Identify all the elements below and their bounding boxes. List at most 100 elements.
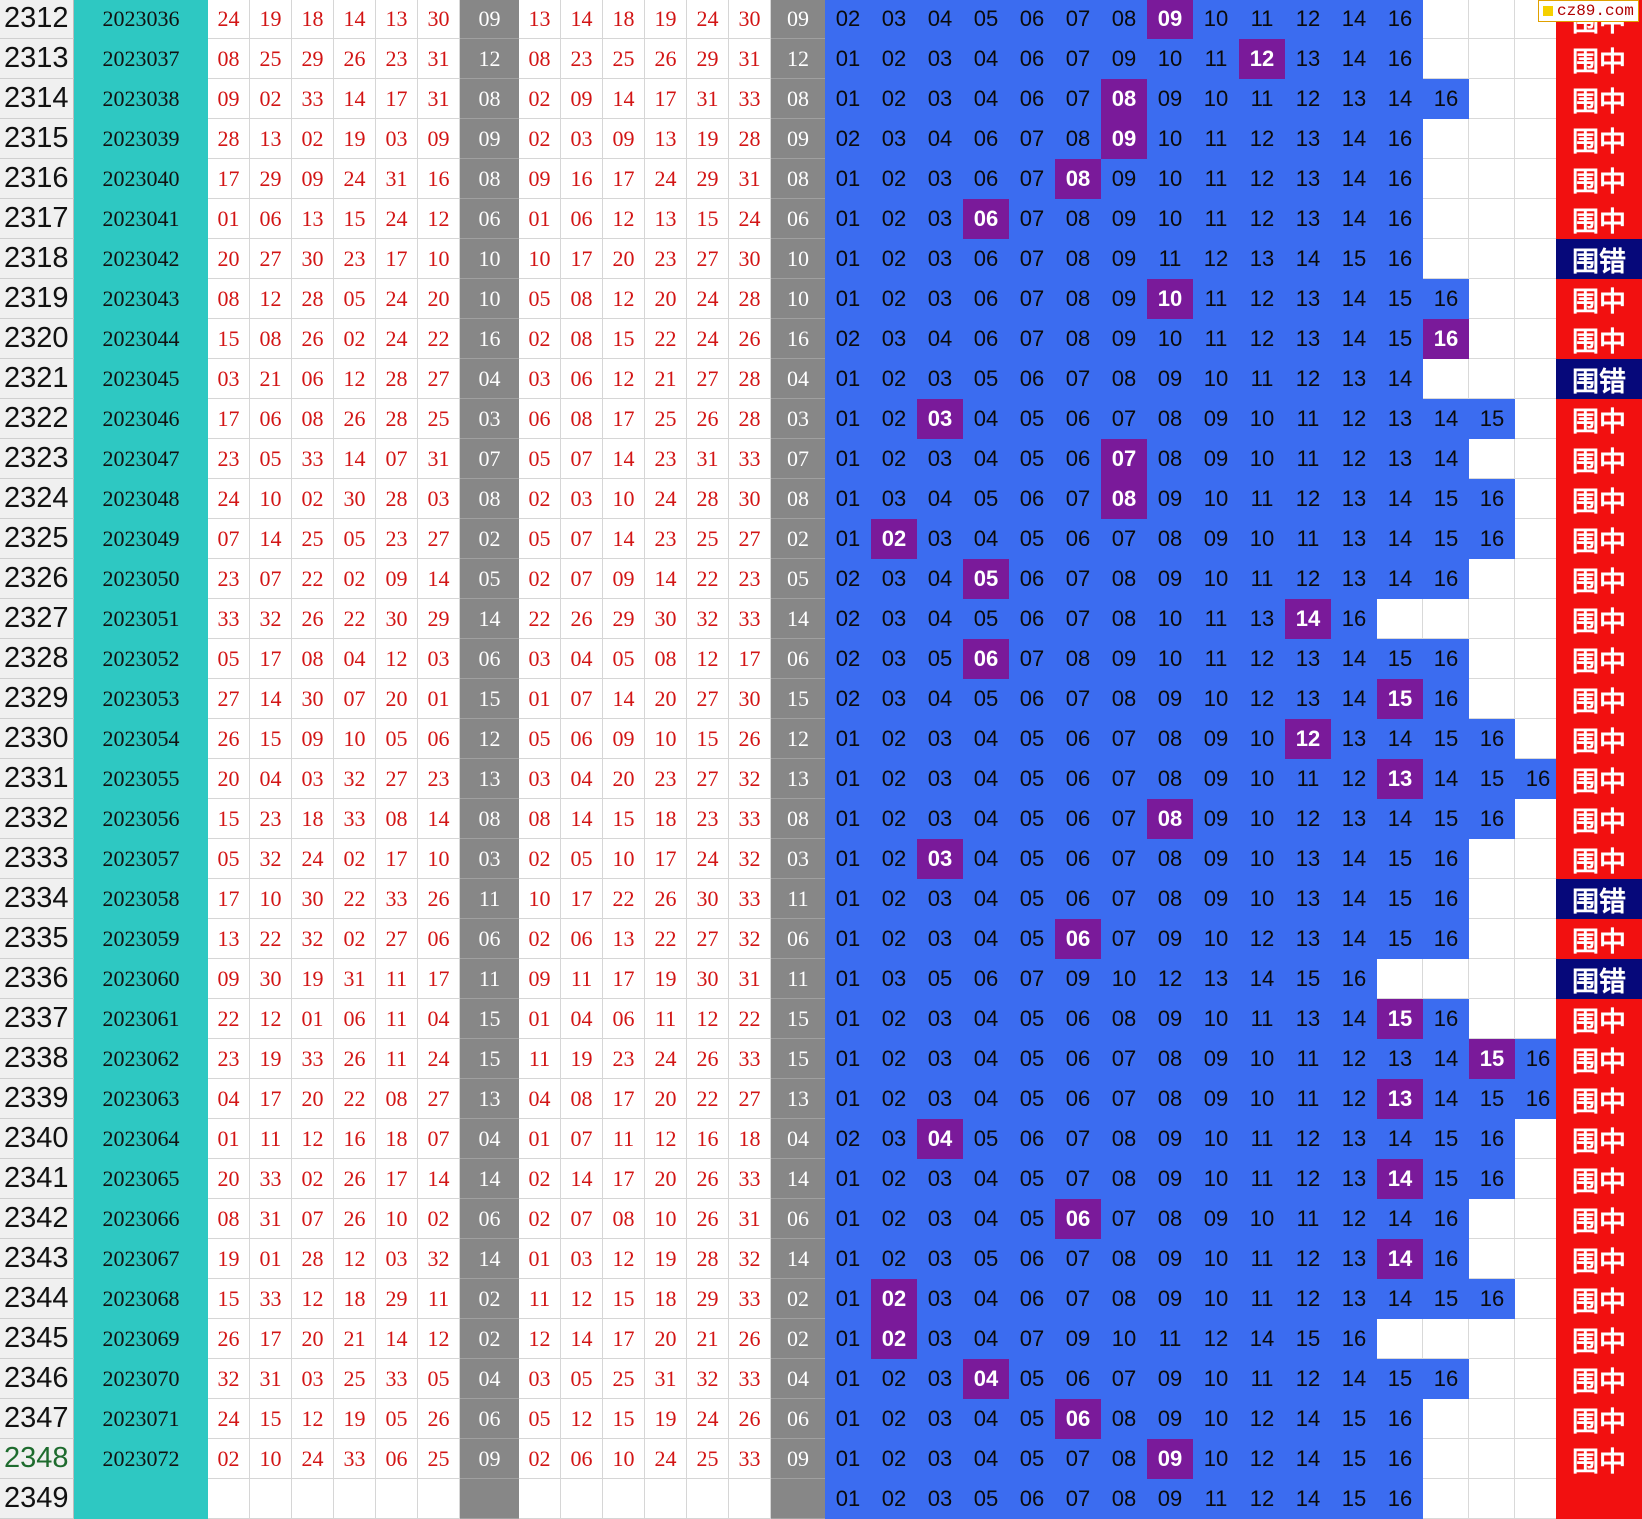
key-number-cell[interactable]: 13 <box>460 1079 519 1119</box>
draw-number-cell[interactable]: 08 <box>208 1199 250 1239</box>
candidate-number-cell[interactable]: 12 <box>1193 1319 1239 1359</box>
draw-number-cell[interactable]: 19 <box>334 119 376 159</box>
candidate-number-cell[interactable]: 12 <box>1239 639 1285 679</box>
result-badge[interactable]: 围中 <box>1556 639 1642 679</box>
result-badge[interactable]: 围中 <box>1556 839 1642 879</box>
candidate-number-cell[interactable]: 08 <box>1147 439 1193 479</box>
draw-number-cell[interactable]: 09 <box>376 559 418 599</box>
key-number-cell[interactable]: 03 <box>771 839 825 879</box>
key-number-cell[interactable]: 08 <box>460 159 519 199</box>
candidate-number-cell[interactable]: 03 <box>917 999 963 1039</box>
highlighted-number-cell[interactable]: 08 <box>1055 159 1101 199</box>
candidate-number-cell[interactable]: 06 <box>963 959 1009 999</box>
candidate-number-cell[interactable]: 08 <box>1055 639 1101 679</box>
sorted-number-cell[interactable]: 26 <box>687 1199 729 1239</box>
draw-number-cell[interactable]: 33 <box>250 1279 292 1319</box>
draw-number-cell[interactable]: 27 <box>208 679 250 719</box>
candidate-number-cell[interactable]: 04 <box>963 879 1009 919</box>
candidate-number-cell[interactable]: 08 <box>1147 719 1193 759</box>
draw-number-cell[interactable]: 19 <box>250 1039 292 1079</box>
candidate-number-cell[interactable]: 09 <box>1147 79 1193 119</box>
candidate-number-cell[interactable]: 10 <box>1193 999 1239 1039</box>
candidate-number-cell[interactable]: 02 <box>871 1079 917 1119</box>
candidate-number-cell[interactable]: 09 <box>1055 1319 1101 1359</box>
candidate-number-cell[interactable]: 01 <box>825 879 871 919</box>
candidate-number-cell[interactable]: 13 <box>1239 239 1285 279</box>
empty-cell[interactable] <box>1377 959 1423 999</box>
candidate-number-cell[interactable]: 13 <box>1331 1159 1377 1199</box>
key-number-cell[interactable]: 08 <box>771 799 825 839</box>
sorted-number-cell[interactable]: 12 <box>603 199 645 239</box>
candidate-number-cell[interactable]: 07 <box>1101 839 1147 879</box>
candidate-number-cell[interactable]: 14 <box>1331 679 1377 719</box>
draw-number-cell[interactable]: 02 <box>292 479 334 519</box>
draw-number-cell[interactable]: 30 <box>250 959 292 999</box>
issue-number-cell[interactable]: 2023059 <box>74 919 208 959</box>
draw-number-cell[interactable]: 12 <box>292 1279 334 1319</box>
candidate-number-cell[interactable]: 12 <box>1239 279 1285 319</box>
candidate-number-cell[interactable]: 15 <box>1423 1279 1469 1319</box>
candidate-number-cell[interactable]: 05 <box>1009 799 1055 839</box>
empty-cell[interactable] <box>1515 319 1561 359</box>
draw-number-cell[interactable]: 24 <box>292 1439 334 1479</box>
empty-cell[interactable] <box>1423 1399 1469 1439</box>
key-number-cell[interactable]: 10 <box>460 239 519 279</box>
draw-number-cell[interactable]: 30 <box>292 679 334 719</box>
draw-number-cell[interactable]: 20 <box>376 679 418 719</box>
candidate-number-cell[interactable]: 02 <box>825 559 871 599</box>
candidate-number-cell[interactable]: 07 <box>1101 1039 1147 1079</box>
sorted-number-cell[interactable]: 01 <box>519 999 561 1039</box>
candidate-number-cell[interactable]: 15 <box>1331 239 1377 279</box>
draw-number-cell[interactable]: 21 <box>250 359 292 399</box>
candidate-number-cell[interactable]: 02 <box>871 719 917 759</box>
candidate-number-cell[interactable]: 13 <box>1239 599 1285 639</box>
sorted-number-cell[interactable]: 32 <box>729 759 771 799</box>
candidate-number-cell[interactable]: 14 <box>1423 1039 1469 1079</box>
candidate-number-cell[interactable]: 05 <box>1009 1359 1055 1399</box>
candidate-number-cell[interactable]: 02 <box>825 599 871 639</box>
sorted-number-cell[interactable]: 08 <box>561 279 603 319</box>
key-number-cell[interactable]: 11 <box>460 879 519 919</box>
candidate-number-cell[interactable]: 10 <box>1193 1359 1239 1399</box>
draw-number-cell[interactable]: 26 <box>334 399 376 439</box>
empty-cell[interactable] <box>1515 799 1561 839</box>
row-number-header[interactable]: 2325 <box>0 519 74 559</box>
draw-number-cell[interactable]: 23 <box>376 39 418 79</box>
candidate-number-cell[interactable]: 06 <box>1009 479 1055 519</box>
candidate-number-cell[interactable]: 09 <box>1101 639 1147 679</box>
candidate-number-cell[interactable]: 09 <box>1193 399 1239 439</box>
key-number-cell[interactable]: 02 <box>460 1319 519 1359</box>
candidate-number-cell[interactable]: 07 <box>1101 799 1147 839</box>
highlighted-number-cell[interactable]: 15 <box>1377 679 1423 719</box>
candidate-number-cell[interactable]: 16 <box>1377 0 1423 39</box>
empty-cell[interactable] <box>1423 599 1469 639</box>
empty-cell[interactable] <box>1515 1239 1561 1279</box>
sorted-number-cell[interactable]: 21 <box>645 359 687 399</box>
candidate-number-cell[interactable]: 10 <box>1147 159 1193 199</box>
candidate-number-cell[interactable]: 08 <box>1147 1199 1193 1239</box>
candidate-number-cell[interactable]: 12 <box>1285 1159 1331 1199</box>
candidate-number-cell[interactable]: 01 <box>825 79 871 119</box>
draw-number-cell[interactable]: 05 <box>418 1359 460 1399</box>
row-number-header[interactable]: 2313 <box>0 39 74 79</box>
empty-cell[interactable] <box>1469 639 1515 679</box>
issue-number-cell[interactable]: 2023050 <box>74 559 208 599</box>
empty-cell[interactable] <box>1423 1479 1469 1519</box>
candidate-number-cell[interactable]: 14 <box>1377 559 1423 599</box>
candidate-number-cell[interactable]: 08 <box>1147 519 1193 559</box>
draw-number-cell[interactable]: 12 <box>334 1239 376 1279</box>
sorted-number-cell[interactable]: 02 <box>519 1439 561 1479</box>
draw-number-cell[interactable]: 13 <box>250 119 292 159</box>
candidate-number-cell[interactable]: 13 <box>1285 279 1331 319</box>
sorted-number-cell[interactable]: 23 <box>687 799 729 839</box>
empty-cell[interactable] <box>1515 79 1561 119</box>
candidate-number-cell[interactable]: 05 <box>1009 1079 1055 1119</box>
candidate-number-cell[interactable]: 09 <box>1055 959 1101 999</box>
sorted-number-cell[interactable]: 08 <box>561 1079 603 1119</box>
draw-number-cell[interactable]: 01 <box>418 679 460 719</box>
draw-number-cell[interactable]: 33 <box>208 599 250 639</box>
empty-cell[interactable] <box>1515 919 1561 959</box>
candidate-number-cell[interactable]: 04 <box>963 39 1009 79</box>
draw-number-cell[interactable]: 04 <box>334 639 376 679</box>
candidate-number-cell[interactable]: 03 <box>917 759 963 799</box>
